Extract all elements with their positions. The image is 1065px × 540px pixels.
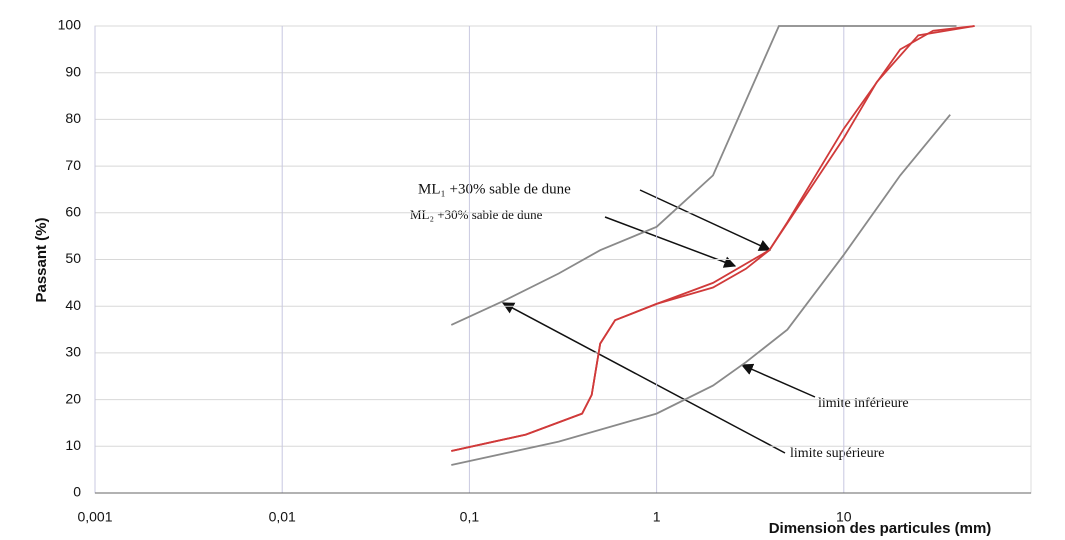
annotation: ML₁ +30% sable de dune: [418, 181, 571, 197]
y-tick-label: 30: [65, 344, 81, 360]
y-tick-label: 90: [65, 63, 81, 79]
x-tick-label: 0,001: [77, 509, 112, 525]
y-tick-label: 20: [65, 390, 81, 406]
annotation: ML₂ +30% sable de dune: [410, 207, 543, 222]
y-tick-label: 50: [65, 250, 81, 266]
y-tick-label: 70: [65, 157, 81, 173]
y-tick-label: 10: [65, 437, 81, 453]
y-tick-label: 60: [65, 204, 81, 220]
x-tick-label: 1: [653, 509, 661, 525]
y-tick-label: 0: [73, 484, 81, 500]
series-line: [450, 25, 957, 326]
arrows: [501, 189, 816, 454]
x-tick-label: 10: [836, 509, 852, 525]
x-axis-label: Dimension des particules (mm): [769, 520, 992, 537]
y-tick-label: 100: [58, 17, 82, 33]
y-tick-label: 40: [65, 297, 81, 313]
annotation: limite supérieure: [790, 446, 884, 461]
y-tick-label: 80: [65, 110, 81, 126]
series-line: [451, 25, 975, 452]
y-axis-label: Passant (%): [33, 217, 50, 302]
series-line: [451, 114, 951, 466]
series-line: [451, 25, 975, 452]
x-tick-label: 0,1: [460, 509, 480, 525]
x-tick-label: 0,01: [269, 509, 296, 525]
annotation: limite inférieure: [818, 396, 909, 411]
